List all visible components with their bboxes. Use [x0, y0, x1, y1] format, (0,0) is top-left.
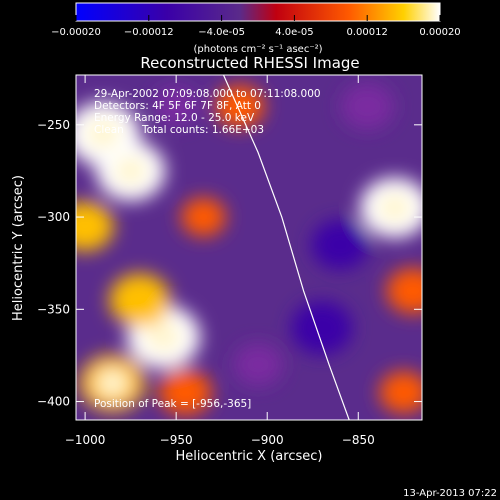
x-axis-label: Heliocentric X (arcsec): [176, 449, 323, 464]
chart-title: Reconstructed RHESSI Image: [140, 54, 359, 72]
annotation-total-counts: Total counts: 1.66E+03: [141, 124, 264, 136]
colorbar-tick-label: 4.0e-05: [275, 27, 313, 38]
x-tick-label: −900: [251, 433, 284, 447]
x-tick-label: −1000: [65, 433, 106, 447]
emission-blob: [215, 85, 265, 128]
solar-limb-line: [222, 75, 350, 420]
emission-core: [145, 320, 182, 353]
plot-image: [76, 75, 422, 420]
colorbar-tick-label: 0.00012: [347, 27, 388, 38]
annotation-detectors: Detectors: 4F 5F 6F 7F 8F, Att 0: [94, 100, 261, 112]
emission-blob: [181, 197, 226, 237]
emission-blob: [233, 343, 283, 386]
x-axis-ticks: −1000 −950 −900 −850: [65, 75, 375, 447]
emission-blob: [291, 301, 353, 355]
x-tick-label: −950: [160, 433, 193, 447]
footer-timestamp: 13-Apr-2013 07:22: [403, 488, 497, 499]
emission-core: [96, 368, 129, 398]
y-tick-label: −250: [37, 118, 70, 132]
annotations: 29-Apr-2002 07:09:08.000 to 07:11:08.000…: [94, 88, 321, 410]
annotation-algorithm: Clean: [94, 124, 124, 136]
emission-blob: [76, 201, 114, 252]
annotation-energy-range: Energy Range: 12.0 - 25.0 keV: [94, 112, 255, 124]
y-axis-ticks: −250 −300 −350 −400: [37, 118, 422, 409]
y-tick-label: −350: [37, 302, 70, 316]
y-tick-label: −400: [37, 395, 70, 409]
colorbar-tick-label: −4.0e-05: [198, 27, 245, 38]
emission-blob: [109, 273, 171, 327]
emission-blob: [340, 83, 394, 130]
emission-blob: [311, 219, 369, 270]
colorbar-ticks: −0.00020 −0.00012 −4.0e-05 4.0e-05 0.00012 0.…: [51, 15, 461, 38]
emission-core: [114, 155, 148, 187]
plot-frame: [75, 74, 423, 421]
emission-blob: [153, 86, 199, 126]
emission-blob: [386, 267, 422, 314]
colorbar-tick-label: −0.00020: [51, 27, 101, 38]
colorbar-unit-label: (photons cm⁻² s⁻¹ asec⁻²): [193, 44, 322, 55]
y-axis-label: Heliocentric Y (arcsec): [11, 175, 26, 321]
annotation-peak-position: Position of Peak = [-956,-365]: [94, 398, 251, 410]
emission-blob: [379, 371, 422, 414]
emission-core: [85, 118, 121, 151]
x-tick-label: −850: [342, 433, 375, 447]
emission-blob: [158, 369, 212, 416]
emission-core: [378, 192, 412, 223]
y-tick-label: −300: [37, 210, 70, 224]
emission-blobs: [76, 83, 422, 416]
annotation-time-range: 29-Apr-2002 07:09:08.000 to 07:11:08.000: [94, 88, 321, 100]
colorbar: [75, 2, 441, 22]
colorbar-tick-label: 0.00020: [419, 27, 460, 38]
colorbar-tick-label: −0.00012: [124, 27, 174, 38]
